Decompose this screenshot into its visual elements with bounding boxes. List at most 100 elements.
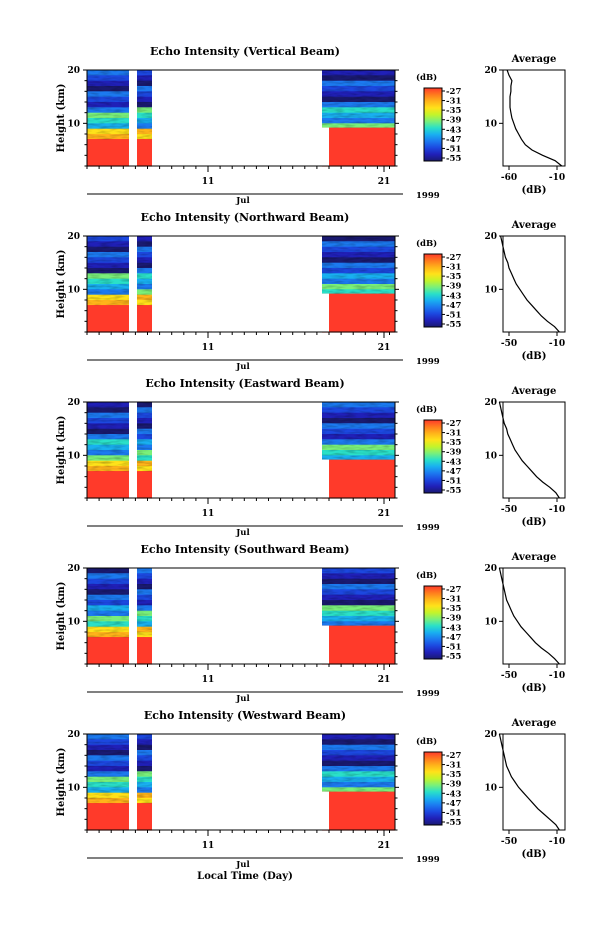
colorbar-label: -31 — [446, 761, 461, 771]
y-tick-label: 10 — [67, 783, 80, 793]
colorbar-label: -35 — [446, 604, 461, 614]
average-x-tick-label: -50 — [501, 671, 517, 681]
panel-title: Echo Intensity (Northward Beam) — [141, 211, 350, 224]
colorbar-label: -35 — [446, 770, 461, 780]
heatmap-frame — [86, 235, 396, 333]
month-label: Jul — [235, 362, 250, 372]
heatmap-low-band — [137, 471, 152, 498]
heatmap-texture — [322, 70, 395, 128]
month-label: Jul — [235, 196, 250, 206]
colorbar-title: (dB) — [416, 238, 437, 249]
month-label: Jul — [235, 528, 250, 538]
average-x-tick-label: -10 — [549, 837, 565, 847]
average-y-tick-label: 10 — [484, 119, 497, 129]
year-label: 1999 — [416, 357, 440, 367]
y-tick-label: 20 — [67, 66, 80, 76]
colorbar-label: -51 — [446, 310, 461, 320]
colorbar-label: -55 — [446, 154, 461, 164]
heatmap-texture — [322, 568, 395, 626]
y-axis-label: Height (km) — [56, 582, 67, 651]
colorbar-label: -55 — [446, 652, 461, 662]
heatmap-low-band — [137, 637, 152, 664]
colorbar-label: -51 — [446, 144, 461, 154]
average-y-tick-label: 10 — [484, 617, 497, 627]
heatmap-texture — [137, 734, 152, 804]
heatmap-low-band — [322, 459, 395, 498]
heatmap-low-band — [87, 637, 129, 664]
average-title: Average — [511, 386, 557, 397]
colorbar-label: -31 — [446, 263, 461, 273]
heatmap-texture — [87, 402, 129, 472]
panel-title: Echo Intensity (Westward Beam) — [144, 709, 346, 722]
colorbar-label: -27 — [446, 253, 461, 263]
colorbar-label: -43 — [446, 125, 461, 135]
panel-title: Echo Intensity (Vertical Beam) — [150, 45, 340, 58]
colorbar-label: -27 — [446, 585, 461, 595]
x-axis-label: Local Time (Day) — [197, 871, 293, 882]
year-label: 1999 — [416, 855, 440, 865]
heatmap-texture — [322, 734, 395, 792]
colorbar-title: (dB) — [416, 570, 437, 581]
average-title: Average — [511, 552, 557, 563]
year-label: 1999 — [416, 689, 440, 699]
colorbar-label: -51 — [446, 476, 461, 486]
heatmap-low-band — [87, 803, 129, 830]
colorbar-label: -39 — [446, 282, 461, 292]
average-profile-line — [500, 235, 560, 333]
average-profile-line — [498, 401, 560, 499]
average-profile-line — [498, 567, 560, 665]
colorbar-label: -27 — [446, 751, 461, 761]
panel-4: Echo Intensity (Westward Beam)1020Height… — [56, 709, 566, 870]
colorbar-label: -39 — [446, 448, 461, 458]
x-tick-label: 11 — [202, 841, 215, 851]
x-tick-label: 21 — [378, 343, 391, 353]
colorbar-label: -39 — [446, 780, 461, 790]
colorbar-label: -55 — [446, 818, 461, 828]
average-title: Average — [511, 54, 557, 65]
colorbar-label: -47 — [446, 633, 461, 643]
colorbar — [423, 253, 443, 328]
panel-0: Echo Intensity (Vertical Beam) 10 20Height… — [56, 45, 566, 206]
average-x-tick-label: -50 — [501, 837, 517, 847]
average-frame — [502, 235, 566, 333]
average-x-label: (dB) — [522, 351, 547, 362]
colorbar-label: -31 — [446, 595, 461, 605]
average-y-tick-label: 20 — [484, 564, 497, 574]
heatmap-gap — [322, 293, 329, 332]
x-tick-label: 21 — [378, 509, 391, 519]
average-x-label: (dB) — [522, 849, 547, 860]
panel-title: Echo Intensity (Eastward Beam) — [145, 377, 344, 390]
y-tick-label: 10 — [67, 451, 80, 461]
average-y-tick-label: 10 — [484, 451, 497, 461]
x-tick-label: 21 — [378, 841, 391, 851]
panel-2: Echo Intensity (Eastward Beam)1020Height… — [56, 377, 566, 538]
y-axis-label: Height (km) — [56, 84, 67, 153]
y-tick-label: 10 — [67, 285, 80, 295]
colorbar-label: -27 — [446, 87, 461, 97]
colorbar-title: (dB) — [416, 72, 437, 83]
heatmap-frame — [86, 567, 396, 665]
average-title: Average — [511, 718, 557, 729]
average-frame — [502, 567, 566, 665]
x-tick-label: 11 — [202, 675, 215, 685]
colorbar — [423, 751, 443, 826]
colorbar — [423, 87, 443, 162]
heatmap-texture — [137, 236, 152, 306]
year-label: 1999 — [416, 191, 440, 201]
colorbar-label: -43 — [446, 291, 461, 301]
average-frame — [502, 733, 566, 831]
panel-title: Echo Intensity (Southward Beam) — [141, 543, 350, 556]
heatmap-frame — [86, 401, 396, 499]
heatmap-low-band — [322, 791, 395, 830]
average-frame — [502, 69, 566, 167]
average-y-tick-label: 10 — [484, 285, 497, 295]
year-label: 1999 — [416, 523, 440, 533]
heatmap-low-band — [322, 293, 395, 332]
heatmap-texture — [137, 568, 152, 638]
average-x-tick-label: -10 — [549, 505, 565, 515]
colorbar-label: -27 — [446, 419, 461, 429]
average-y-tick-label: 20 — [484, 730, 497, 740]
x-tick-label: 11 — [202, 509, 215, 519]
panel-1: Echo Intensity (Northward Beam)1020Heigh… — [56, 211, 566, 372]
